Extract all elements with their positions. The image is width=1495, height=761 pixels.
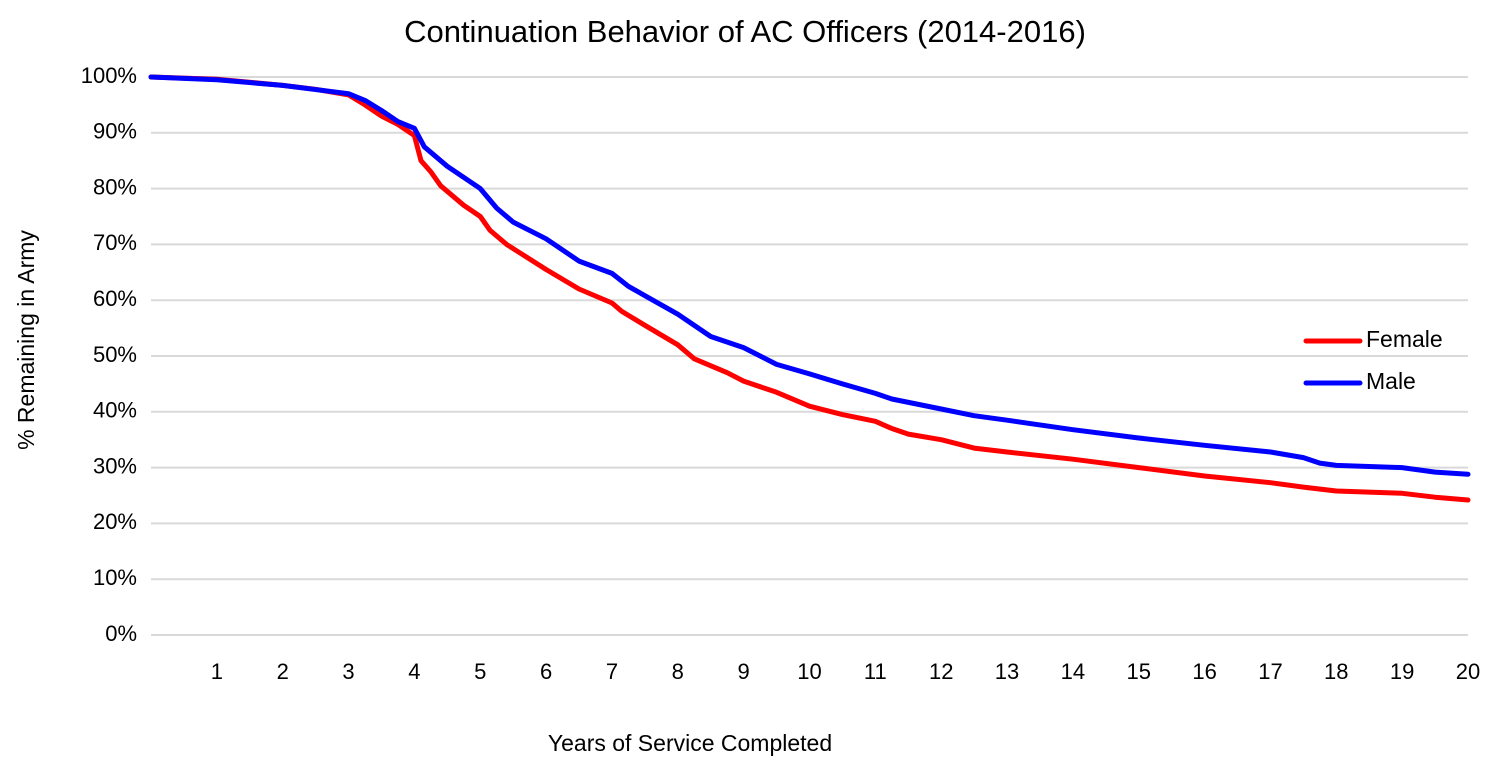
x-tick-label: 4 [408,659,420,684]
legend-label: Male [1366,368,1416,394]
x-tick-label: 11 [864,659,887,684]
y-tick-label: 90% [93,119,137,144]
y-tick-label: 20% [93,509,137,534]
y-tick-label: 30% [93,453,137,478]
y-tick-label: 40% [93,398,137,423]
x-tick-label: 7 [606,659,618,684]
chart-title: Continuation Behavior of AC Officers (20… [404,14,1086,49]
x-tick-label: 15 [1127,659,1151,684]
y-tick-label: 70% [93,230,137,255]
x-tick-label: 8 [672,659,684,684]
legend: Female Male [1303,326,1443,394]
y-tick-label: 80% [93,174,137,199]
x-tick-label: 5 [474,659,486,684]
y-tick-label: 0% [105,621,137,646]
x-tick-label: 3 [342,659,354,684]
x-tick-label: 19 [1390,659,1414,684]
x-tick-label: 9 [738,659,750,684]
x-tick-label: 16 [1192,659,1216,684]
x-tick-label: 18 [1324,659,1348,684]
y-tick-label: 50% [93,342,137,367]
x-tick-label: 10 [797,659,821,684]
x-tick-label: 13 [995,659,1019,684]
y-axis-label: % Remaining in Army [13,230,39,450]
y-tick-label: 100% [81,63,137,88]
x-tick-label: 6 [540,659,552,684]
x-tick-label: 17 [1258,659,1282,684]
legend-label: Female [1366,326,1443,352]
y-tick-label: 10% [93,565,137,590]
x-tick-label: 1 [211,659,223,684]
x-tick-label: 2 [277,659,289,684]
x-tick-label: 14 [1061,659,1085,684]
x-tick-label: 20 [1456,659,1480,684]
series-line [148,74,1471,477]
x-axis-label: Years of Service Completed [548,730,832,756]
series-line [148,74,1471,503]
x-tick-label: 12 [929,659,953,684]
y-tick-label: 60% [93,286,137,311]
